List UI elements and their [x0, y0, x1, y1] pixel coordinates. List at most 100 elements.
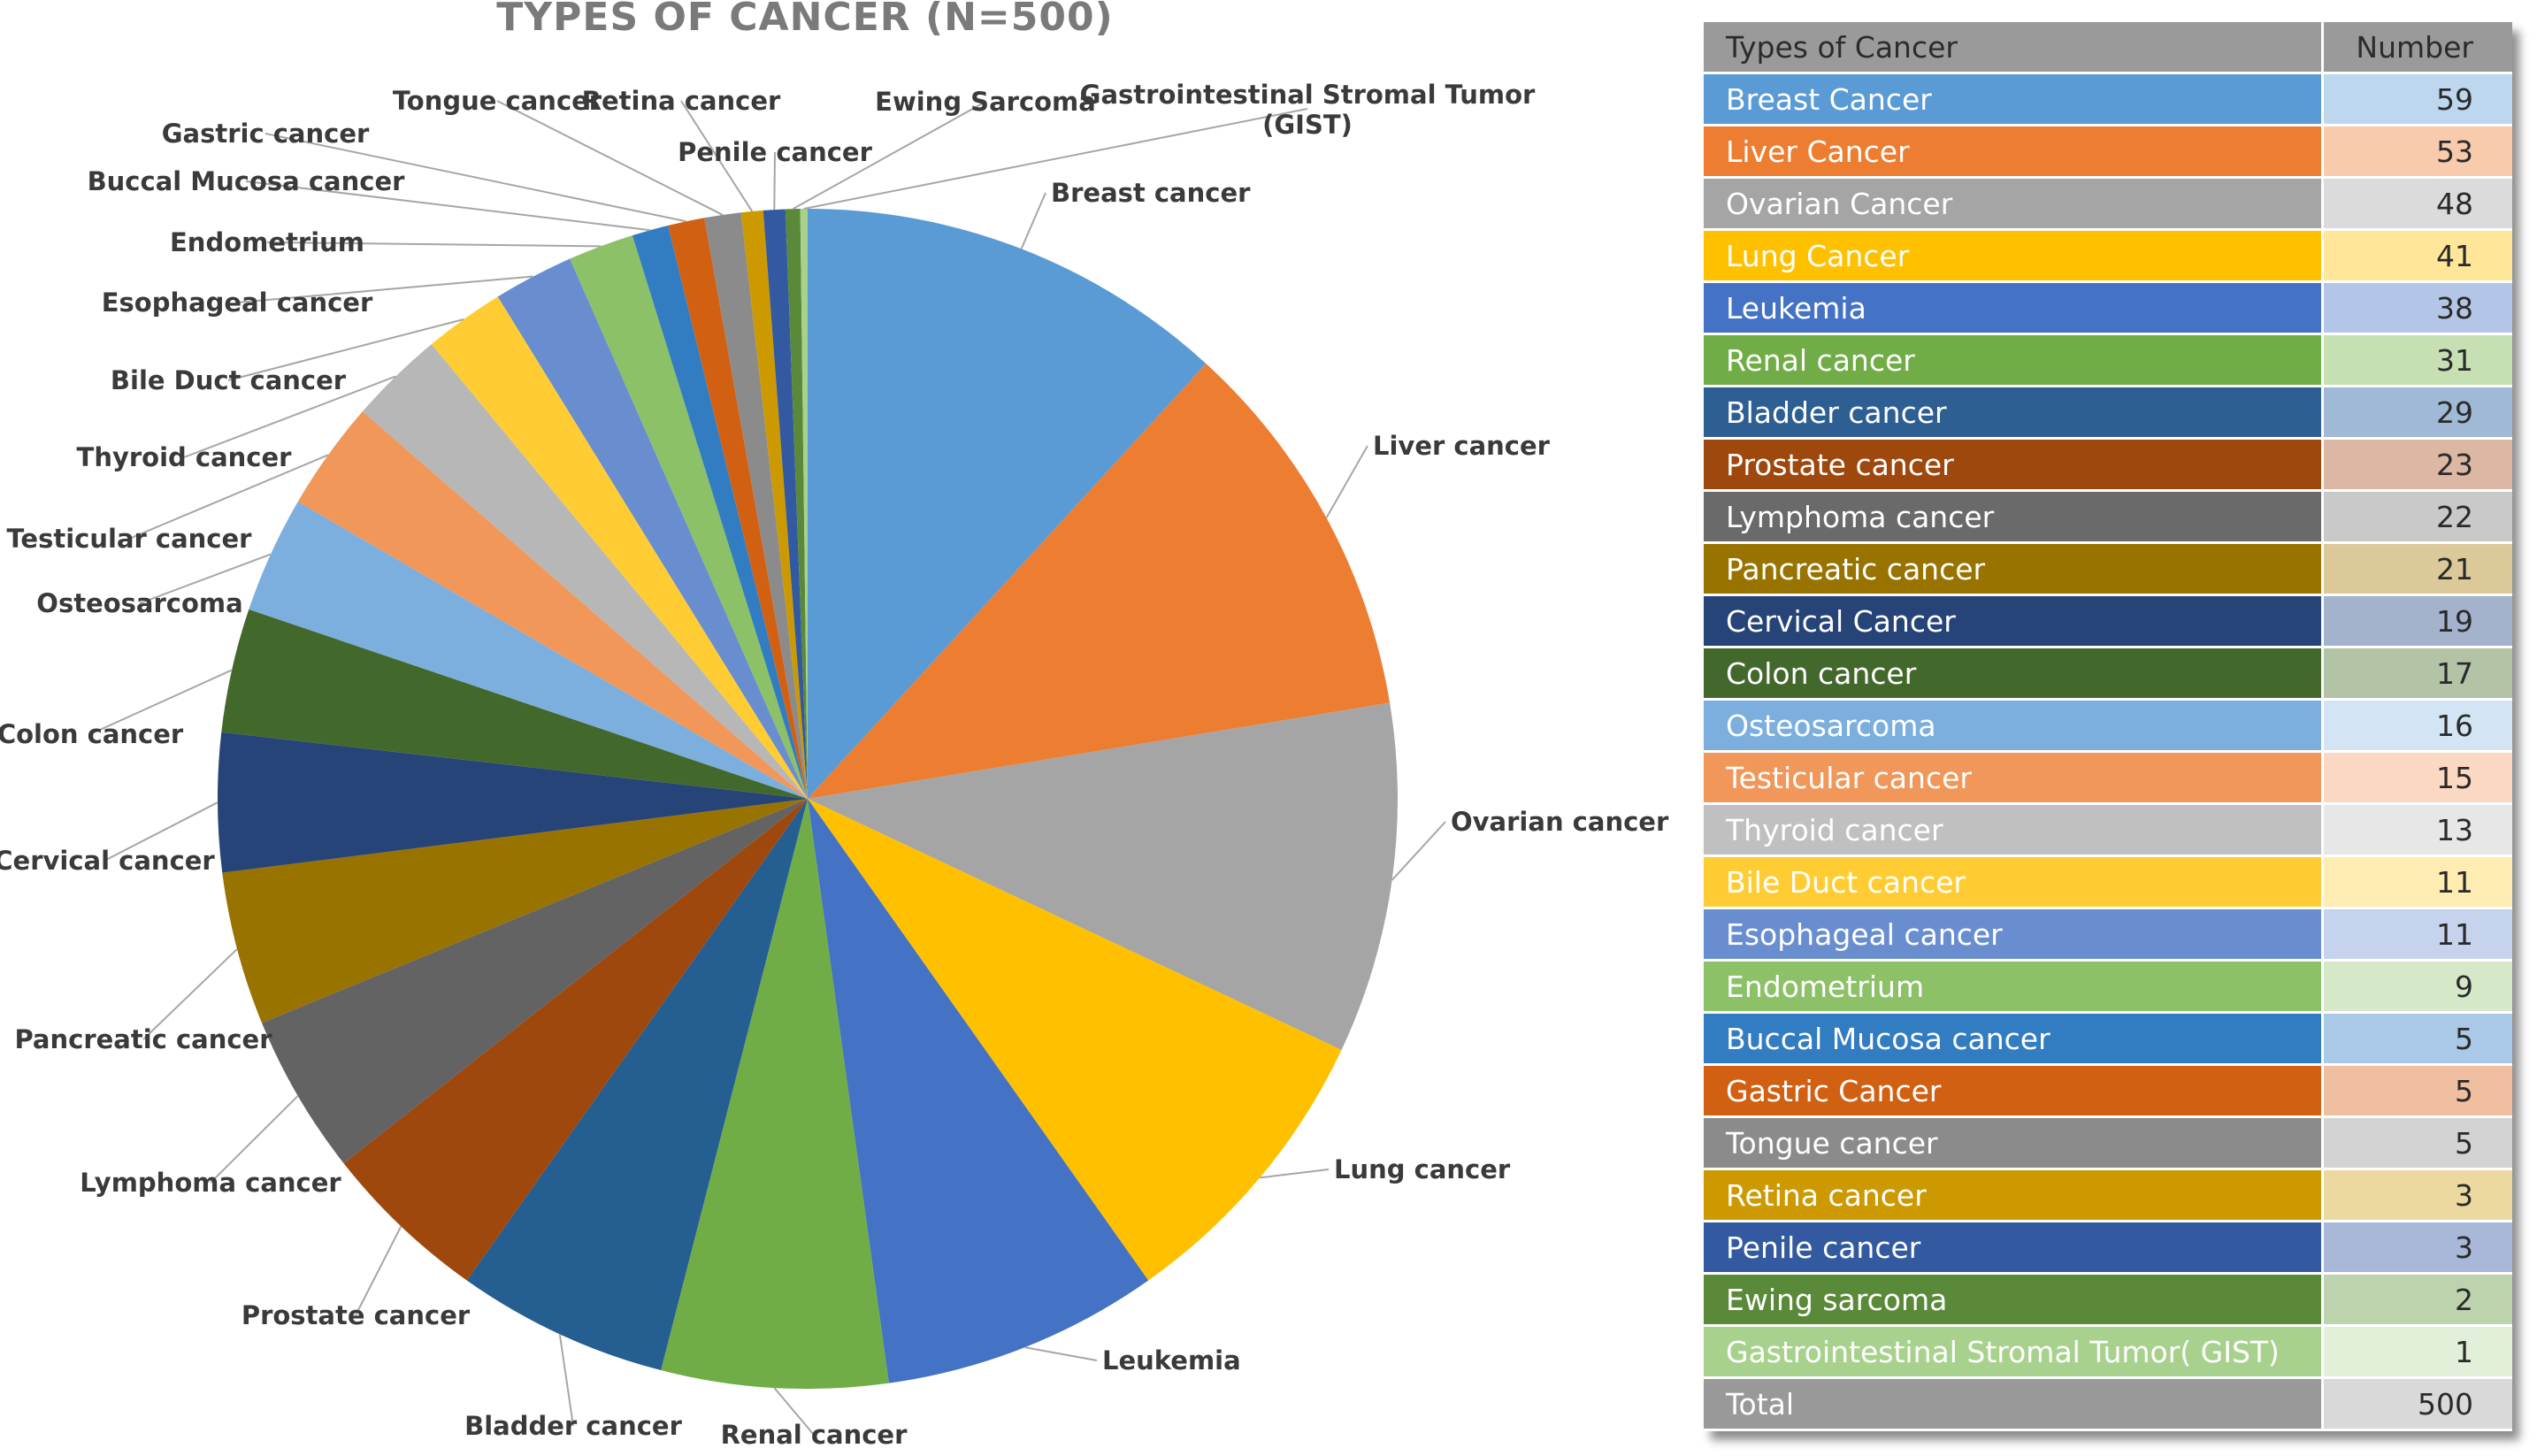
pie-slice — [249, 502, 809, 799]
pie-slice — [570, 235, 808, 799]
pie-slice — [261, 799, 808, 1164]
slice-label: Thyroid cancer — [77, 442, 293, 472]
slice-label: Retina cancer — [582, 86, 781, 116]
table-cell-number: 38 — [2322, 281, 2512, 335]
table-cell-number: 21 — [2322, 542, 2512, 596]
callout-line — [496, 100, 724, 216]
table-cell-type: Gastric Cancer — [1704, 1064, 2324, 1118]
header-types-of-cancer: Types of Cancer — [1704, 22, 2324, 74]
header-number: Number — [2322, 22, 2512, 74]
table-row: Ovarian Cancer 48 — [1704, 177, 2512, 231]
table-cell-number: 23 — [2322, 438, 2512, 492]
callout-line — [266, 241, 602, 248]
table-row: Gastric Cancer 5 — [1704, 1064, 2512, 1118]
chart-title: TYPES OF CANCER (N=500) — [496, 0, 1114, 40]
table-row: Tongue cancer 5 — [1704, 1116, 2512, 1170]
total-value: 500 — [2322, 1377, 2512, 1431]
callout-line — [355, 1225, 402, 1316]
callout-line — [680, 100, 754, 212]
table-cell-type: Esophageal cancer — [1704, 908, 2324, 962]
slice-label: Osteosarcoma — [36, 588, 242, 618]
callout-line — [236, 275, 533, 303]
table-header-row: Types of Cancer Number — [1704, 22, 2512, 74]
slice-label: Gastrointestinal Stromal Tumor (GIST) — [1080, 80, 1536, 140]
table-cell-type: Breast Cancer — [1704, 73, 2324, 126]
table-cell-number: 9 — [2322, 960, 2512, 1014]
callout-line — [773, 151, 776, 211]
table-cell-number: 48 — [2322, 177, 2512, 231]
callout-line — [210, 1095, 299, 1184]
callout-line — [227, 318, 464, 381]
slice-label: Liver cancer — [1373, 431, 1551, 461]
table-cell-number: 59 — [2322, 73, 2512, 126]
table-cell-type: Pancreatic cancer — [1704, 542, 2324, 596]
table-cell-type: Liver Cancer — [1704, 125, 2324, 179]
table-cell-type: Ovarian Cancer — [1704, 177, 2324, 231]
slice-label: Lymphoma cancer — [80, 1168, 341, 1198]
callout-line — [1020, 192, 1046, 249]
pie-chart-area: TYPES OF CANCER (N=500) Breast cancer Liv… — [0, 0, 1669, 1450]
pie-slice — [218, 732, 808, 873]
table-cell-number: 3 — [2322, 1221, 2512, 1275]
pie-slice — [466, 799, 808, 1371]
pie-slice — [431, 296, 808, 799]
pie-slice — [800, 209, 808, 799]
table-cell-number: 3 — [2322, 1169, 2512, 1222]
slice-label: Buccal Mucosa cancer — [88, 166, 406, 196]
slice-label: Testicular cancer — [7, 524, 253, 554]
table-cell-type: Lymphoma cancer — [1704, 490, 2324, 544]
cancer-table: Types of Cancer Number Breast Cancer 59 Li… — [1704, 22, 2512, 1431]
table-row: Ewing sarcoma 2 — [1704, 1273, 2512, 1327]
table-row: Esophageal cancer 11 — [1704, 908, 2512, 962]
table-cell-type: Thyroid cancer — [1704, 803, 2324, 857]
table-total-row: Total 500 — [1704, 1377, 2512, 1431]
slice-label: Breast cancer — [1051, 178, 1251, 208]
table-row: Testicular cancer 15 — [1704, 751, 2512, 805]
table-row: Gastrointestinal Stromal Tumor( GIST) 1 — [1704, 1325, 2512, 1379]
pie-slice — [222, 799, 808, 1023]
callout-line — [264, 133, 686, 223]
pie-slice — [221, 609, 809, 799]
callout-line — [803, 108, 1308, 210]
table-cell-number: 5 — [2322, 1064, 2512, 1118]
total-label: Total — [1704, 1377, 2324, 1431]
table-cell-number: 2 — [2322, 1273, 2512, 1327]
table-cell-type: Testicular cancer — [1704, 751, 2324, 805]
table-row: Retina cancer 3 — [1704, 1169, 2512, 1222]
pie-slice — [297, 411, 809, 799]
table-cell-type: Bladder cancer — [1704, 386, 2324, 440]
slice-label: Ewing Sarcoma — [875, 87, 1096, 117]
table-cell-number: 11 — [2322, 908, 2512, 962]
slice-label: Bladder cancer — [464, 1411, 682, 1441]
callout-line — [128, 454, 329, 540]
table-cell-number: 15 — [2322, 751, 2512, 805]
slice-label: Endometrium — [170, 227, 364, 257]
slice-label: Gastric cancer — [162, 119, 370, 149]
pie-slice — [704, 212, 808, 800]
callout-line — [773, 1387, 815, 1436]
callout-line — [792, 101, 986, 211]
table-cell-type: Renal cancer — [1704, 333, 2324, 387]
callout-line — [558, 1334, 574, 1427]
table-cell-type: Lung Cancer — [1704, 229, 2324, 283]
table-row: Bladder cancer 29 — [1704, 386, 2512, 440]
slice-label: Pancreatic cancer — [14, 1024, 272, 1054]
pie-slice — [808, 364, 1391, 799]
slice-label: Prostate cancer — [241, 1300, 471, 1330]
table-cell-number: 5 — [2322, 1116, 2512, 1170]
table-cell-number: 5 — [2322, 1012, 2512, 1066]
table-row: Cervical Cancer 19 — [1704, 594, 2512, 648]
table-row: Endometrium 9 — [1704, 960, 2512, 1014]
table-cell-number: 11 — [2322, 855, 2512, 909]
table-row: Breast Cancer 59 — [1704, 73, 2512, 126]
table-cell-number: 29 — [2322, 386, 2512, 440]
slice-label: Bile Duct cancer — [111, 365, 347, 395]
table-row: Thyroid cancer 13 — [1704, 803, 2512, 857]
table-cell-type: Gastrointestinal Stromal Tumor( GIST) — [1704, 1325, 2324, 1379]
table-row: Penile cancer 3 — [1704, 1221, 2512, 1275]
pie-slice — [785, 209, 808, 799]
table-cell-type: Buccal Mucosa cancer — [1704, 1012, 2324, 1066]
table-cell-type: Colon cancer — [1704, 647, 2324, 701]
slice-label: Renal cancer — [721, 1420, 908, 1450]
table-row: Colon cancer 17 — [1704, 647, 2512, 701]
